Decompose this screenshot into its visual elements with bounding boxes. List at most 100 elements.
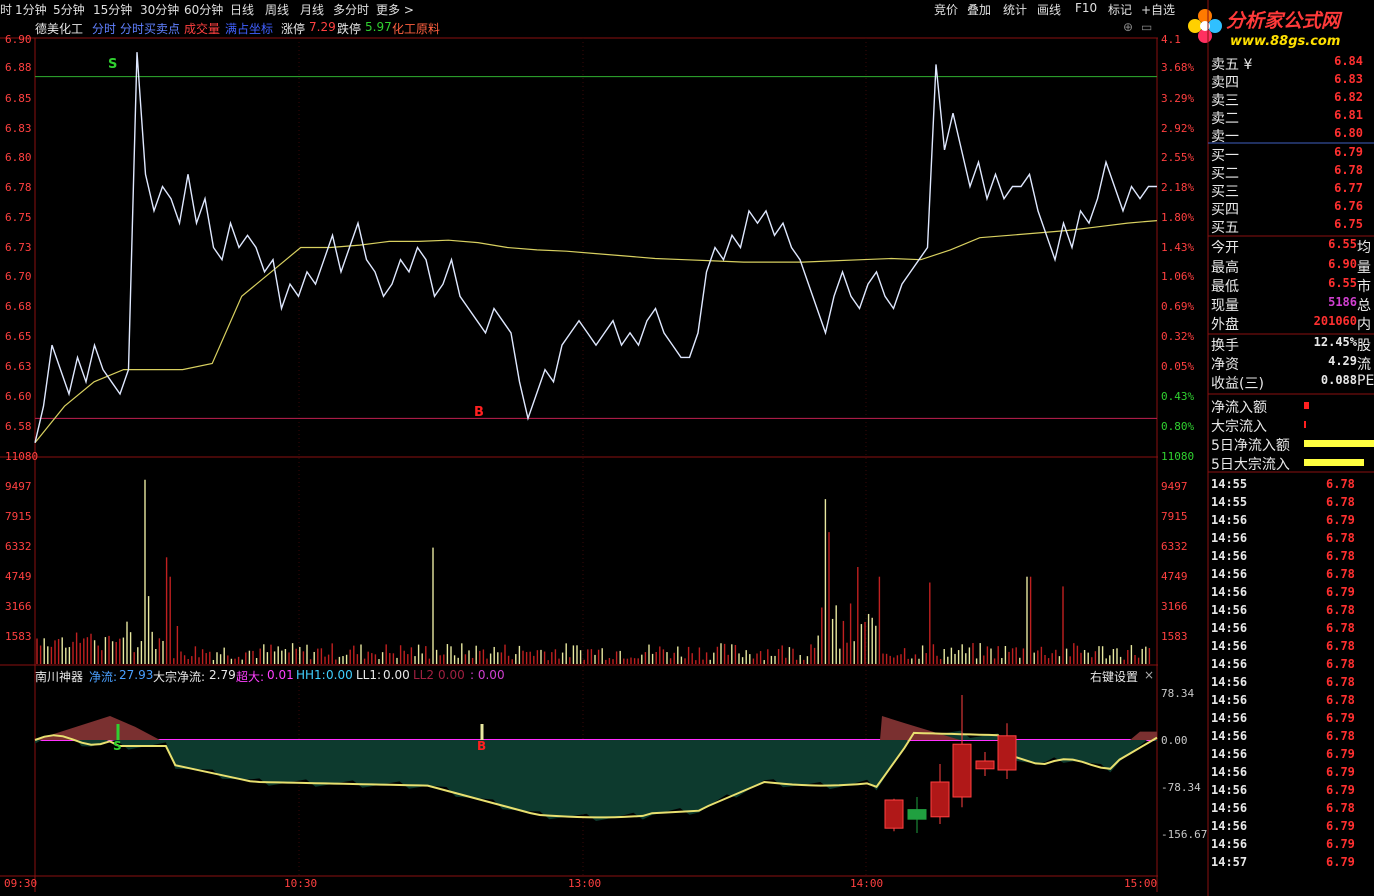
- period-tab-5[interactable]: 日线: [230, 3, 255, 17]
- stock-name: 德美化工: [35, 22, 84, 36]
- percent-tick-6: 1.80%: [1161, 211, 1195, 224]
- ind-buy-marker: B: [477, 739, 486, 753]
- tool-6[interactable]: +自选: [1141, 3, 1176, 17]
- zoom-icon[interactable]: ⊕: [1123, 20, 1134, 34]
- tick-time: 14:56: [1211, 783, 1248, 797]
- cd-value: 0.01: [267, 668, 294, 682]
- price-tick-7: 6.73: [5, 241, 32, 254]
- period-tab-4[interactable]: 60分钟: [184, 3, 224, 17]
- tick-price: 6.79: [1326, 855, 1355, 869]
- limit-up-label: 涨停: [281, 22, 306, 36]
- tick-row: 14:56 6.79: [1211, 819, 1374, 837]
- tick-time: 14:55: [1211, 495, 1248, 509]
- net-inflow-bar: [1304, 402, 1309, 409]
- stat-label: 外盘: [1211, 317, 1239, 333]
- volume-tick-right-1: 9497: [1161, 480, 1188, 493]
- tick-row: 14:56 6.78: [1211, 693, 1374, 711]
- tick-row: 14:56 6.79: [1211, 783, 1374, 801]
- tick-time: 14:55: [1211, 477, 1248, 491]
- stat-value: 0.088: [1320, 373, 1357, 387]
- dz-value: 2.79: [209, 668, 236, 682]
- period-tab-1[interactable]: 5分钟: [53, 3, 85, 17]
- tick-price: 6.78: [1326, 477, 1355, 491]
- stat-value: 6.55: [1328, 237, 1357, 251]
- tool-2[interactable]: 统计: [1003, 3, 1028, 17]
- tool-3[interactable]: 画线: [1037, 3, 1062, 17]
- tool-5[interactable]: 标记: [1108, 3, 1133, 17]
- window-icon[interactable]: ▭: [1141, 20, 1153, 34]
- jl-label: 净流:: [89, 670, 118, 684]
- period-tab-7[interactable]: 月线: [300, 3, 325, 17]
- period-tab-6[interactable]: 周线: [265, 3, 290, 17]
- tick-time: 14:57: [1211, 855, 1248, 869]
- tab-fenshi-bs[interactable]: 分时买卖点: [120, 22, 181, 36]
- percent-tick-1: 3.68%: [1161, 61, 1195, 74]
- sell-price: 6.84: [1334, 54, 1363, 68]
- stat-value: 6.90: [1328, 257, 1357, 271]
- buy-price: 6.77: [1334, 181, 1363, 195]
- ind-tick-1: 0.00: [1161, 734, 1188, 747]
- indicator-name[interactable]: 南川神器: [35, 670, 84, 684]
- buy-label: 买四: [1211, 202, 1239, 218]
- tick-time: 14:56: [1211, 711, 1248, 725]
- tick-price: 6.78: [1326, 567, 1355, 581]
- candle-body: [975, 760, 995, 770]
- net-flow-line: [34, 731, 1158, 819]
- tick-price: 6.78: [1326, 603, 1355, 617]
- volume-tick-right-6: 1583: [1161, 630, 1188, 643]
- percent-tick-10: 0.32%: [1161, 330, 1195, 343]
- tick-time: 14:56: [1211, 639, 1248, 653]
- tick-time: 14:56: [1211, 819, 1248, 833]
- price-line: [34, 52, 1157, 443]
- tool-1[interactable]: 叠加: [967, 3, 992, 17]
- period-tab-0[interactable]: 1分钟: [15, 3, 47, 17]
- tool-0[interactable]: 竞价: [934, 3, 959, 17]
- flow-row-1: 大宗流入: [1211, 419, 1267, 435]
- sell-row-2: 卖三 6.82: [1211, 90, 1374, 109]
- percent-tick-5: 2.18%: [1161, 181, 1195, 194]
- buy-label: 买五: [1211, 220, 1239, 236]
- price-tick-6: 6.75: [5, 211, 32, 224]
- period-tab-9[interactable]: 更多 >: [376, 3, 414, 17]
- percent-tick-3: 2.92%: [1161, 122, 1195, 135]
- period-tab-2[interactable]: 15分钟: [93, 3, 133, 17]
- close-icon[interactable]: ×: [1144, 668, 1155, 682]
- tick-row: 14:56 6.79: [1211, 585, 1374, 603]
- tick-price: 6.79: [1326, 585, 1355, 599]
- tick-row: 14:56 6.78: [1211, 675, 1374, 693]
- price-tick-8: 6.70: [5, 270, 32, 283]
- tick-row: 14:56 6.79: [1211, 747, 1374, 765]
- block-inflow-bar: [1304, 421, 1306, 428]
- extra-value: : 0.00: [470, 668, 505, 682]
- ll2-label: LL2: [413, 668, 435, 682]
- hh-label: HH1:: [296, 668, 326, 682]
- avg-price-line: [34, 220, 1158, 444]
- jl-value: 27.93: [119, 668, 154, 682]
- five-day-net-inflow-bar: [1304, 440, 1374, 447]
- tick-time: 14:56: [1211, 747, 1248, 761]
- percent-tick-12: 0.43%: [1161, 390, 1195, 403]
- sector-name[interactable]: 化工原料: [392, 22, 441, 36]
- ind-tick-3: -156.67: [1161, 828, 1208, 841]
- tick-price: 6.78: [1326, 693, 1355, 707]
- tick-price: 6.79: [1326, 513, 1355, 527]
- ind-tick-2: -78.34: [1161, 781, 1201, 794]
- settings-button[interactable]: 右键设置: [1090, 670, 1139, 684]
- buy-label: 买二: [1211, 166, 1239, 182]
- tick-price: 6.79: [1326, 819, 1355, 833]
- period-tab-8[interactable]: 多分时: [333, 3, 370, 17]
- tick-time: 14:56: [1211, 585, 1248, 599]
- stat-ext: 流: [1357, 357, 1371, 373]
- period-tab-3[interactable]: 30分钟: [140, 3, 180, 17]
- tab-fenshi[interactable]: 分时: [92, 22, 117, 36]
- volume-tick-left-5: 3166: [5, 600, 32, 613]
- cd-label: 超大:: [236, 670, 265, 684]
- buy-row-0: 买一 6.79: [1211, 145, 1374, 164]
- tab-fullscale[interactable]: 满占坐标: [225, 22, 274, 36]
- tick-row: 14:56 6.78: [1211, 657, 1374, 675]
- tool-4[interactable]: F10: [1075, 1, 1098, 15]
- tick-price: 6.78: [1326, 801, 1355, 815]
- tick-price: 6.78: [1326, 495, 1355, 509]
- tab-volume[interactable]: 成交量: [184, 22, 221, 36]
